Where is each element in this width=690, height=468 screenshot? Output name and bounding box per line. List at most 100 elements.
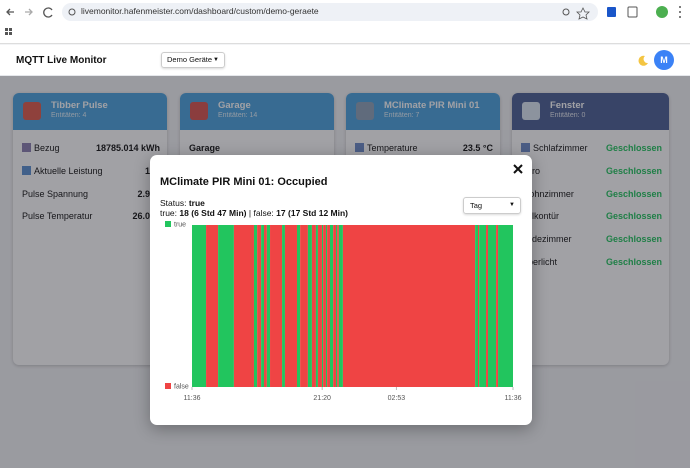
state-segment <box>327 225 330 387</box>
status-value: true <box>188 198 205 208</box>
row-label: Bezug <box>34 143 60 153</box>
legend-swatch <box>165 383 171 389</box>
state-segment <box>282 225 285 387</box>
card-header: Garage Entitäten: 14 <box>180 93 334 130</box>
modal: MClimate PIR Mini 01: Occupied Status: t… <box>150 155 532 425</box>
state-segment <box>336 225 338 387</box>
avatar[interactable]: M <box>654 50 674 70</box>
card: Tibber Pulse Entitäten: 4 Bezug 18785.014 k… <box>13 93 167 365</box>
card-title: Tibber Pulse <box>51 100 108 111</box>
state-segment <box>338 225 343 387</box>
state-segment <box>329 225 334 387</box>
state-segment <box>498 225 513 387</box>
state-segment <box>488 225 497 387</box>
state-segment <box>266 225 271 387</box>
card-title: Garage <box>218 100 251 111</box>
row-value: 26.006 <box>132 211 160 222</box>
x-tick-label: 21:20 <box>313 395 331 402</box>
true-label: true: <box>160 208 178 218</box>
row-value: Geschlossen <box>605 257 662 267</box>
card-row: Oberlicht Geschlossen <box>521 255 662 269</box>
card-title: MClimate PIR Mini 01 <box>384 100 480 111</box>
state-segment <box>270 225 283 387</box>
browser-icons <box>5 3 681 35</box>
row-value: Geschlossen <box>605 211 662 222</box>
dashboard-select[interactable]: Demo Geräte ▼ <box>161 52 225 68</box>
state-segment <box>333 225 337 387</box>
range-select[interactable]: Tag ▼ <box>463 197 521 214</box>
state-segment <box>192 225 207 387</box>
state-segment <box>475 225 479 387</box>
state-segment <box>257 225 262 387</box>
card-row: Bezug 18785.014 kWh <box>22 141 160 155</box>
state-segment <box>479 225 487 387</box>
row-label: Temperature <box>367 143 418 153</box>
true-duration: (6 Std 47 Min) <box>191 208 247 218</box>
card-row: Badezimmer Geschlossen <box>521 232 662 246</box>
row-label: Wohnzimmer <box>521 188 574 199</box>
modal-title: MClimate PIR Mini 01: Occupied <box>160 176 328 188</box>
url[interactable]: livemonitor.hafenmeister.com/dashboard/c… <box>81 6 319 16</box>
app-title: MQTT Live Monitor <box>16 55 107 66</box>
row-icon <box>22 143 31 152</box>
separator: | <box>248 208 252 218</box>
card-header: Fenster Entitäten: 0 <box>512 93 669 130</box>
row-value: Geschlossen <box>605 143 662 153</box>
legend-label: false <box>174 384 189 391</box>
state-segment <box>321 225 324 387</box>
state-segment <box>325 225 328 387</box>
theme-toggle[interactable] <box>636 54 650 68</box>
range-text: Tag <box>470 201 483 210</box>
x-tick-label: 11:36 <box>184 395 201 402</box>
row-value: Geschlossen <box>605 188 662 199</box>
summary-line: true: 18 (6 Std 47 Min) | false: 17 (17 … <box>160 208 348 218</box>
state-segment <box>496 225 499 387</box>
status-label: Status: <box>160 198 187 208</box>
card: Fenster Entitäten: 0 Schlafzimmer Geschloss… <box>512 93 669 365</box>
card-title: Fenster <box>550 100 585 111</box>
false-label: false: <box>253 208 274 218</box>
card-icon <box>522 102 540 120</box>
card-subtitle: Entitäten: 14 <box>218 112 258 119</box>
card-header: Tibber Pulse Entitäten: 4 <box>13 93 167 130</box>
row-label: Aktuelle Leistung <box>34 165 103 176</box>
state-segment <box>337 225 339 387</box>
legend-swatch <box>165 221 171 227</box>
row-value: Geschlossen <box>605 234 662 245</box>
card-icon <box>190 102 208 120</box>
card-row: Wohnzimmer Geschlossen <box>521 187 662 201</box>
row-label: Pulse Temperatur <box>22 211 93 222</box>
state-segment <box>323 225 326 387</box>
false-duration: (17 Std 12 Min) <box>288 208 348 218</box>
card-subtitle: Entitäten: 0 <box>550 112 586 119</box>
browser-chrome: livemonitor.hafenmeister.com/dashboard/c… <box>0 0 690 44</box>
state-segment <box>218 225 234 387</box>
app-header: MQTT Live Monitor Demo Geräte ▼ M <box>0 45 690 76</box>
state-segment <box>206 225 219 387</box>
state-segment <box>311 225 316 387</box>
state-segment <box>284 225 297 387</box>
row-label: Balkontür <box>521 211 560 222</box>
row-icon <box>355 143 364 152</box>
row-label: Badezimmer <box>521 234 572 245</box>
true-count: 18 <box>179 208 189 218</box>
card-row: Pulse Spannung 2.969 <box>22 187 160 201</box>
row-value: 18785.014 kWh <box>95 143 160 153</box>
row-icon <box>521 143 530 152</box>
state-segment <box>233 225 254 387</box>
state-segment <box>264 225 267 387</box>
state-segment <box>296 225 301 387</box>
legend-label: true <box>174 222 186 229</box>
card-icon <box>23 102 41 120</box>
card-subtitle: Entitäten: 4 <box>51 112 87 119</box>
row-label: Schlafzimmer <box>533 143 588 153</box>
state-segment <box>342 225 476 387</box>
state-segment <box>478 225 480 387</box>
card-row: Garage <box>189 141 327 155</box>
row-value: 2.969 <box>137 188 160 199</box>
state-segment <box>317 225 322 387</box>
card-row: Balkontür Geschlossen <box>521 209 662 223</box>
row-value: Geschlossen <box>605 165 662 176</box>
select-text: Demo Geräte <box>167 55 213 64</box>
close-button[interactable] <box>513 164 523 174</box>
